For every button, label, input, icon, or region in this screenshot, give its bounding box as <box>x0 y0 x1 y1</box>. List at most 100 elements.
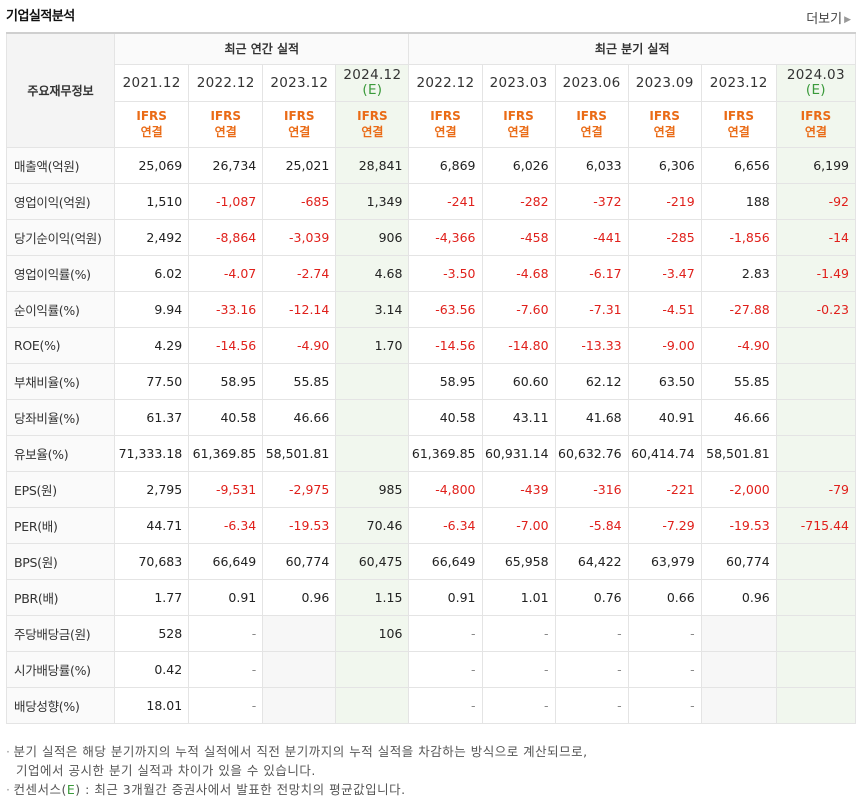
ifrs-label: IFRS <box>284 109 315 123</box>
table-cell: -2,000 <box>700 470 777 508</box>
table-cell: -715.44 <box>775 506 857 544</box>
consolidated-label: 연결 <box>804 125 827 139</box>
table-cell: - <box>627 686 702 724</box>
table-row: 부채비율(%) 77.50 58.95 55.85 58.95 60.60 62.12 63.… <box>5 362 857 400</box>
accounting-standard: IFRS 연결 <box>114 100 190 148</box>
table-cell: - <box>481 650 556 688</box>
table-cell: 55.85 <box>700 362 777 400</box>
table-cell: 60,475 <box>335 542 410 580</box>
table-cell: -4.90 <box>700 326 777 364</box>
table-cell: 25,069 <box>114 146 190 184</box>
table-cell: 0.91 <box>188 578 264 616</box>
table-cell: 71,333.18 <box>114 434 190 472</box>
table-cell: -19.53 <box>700 506 777 544</box>
table-cell: 62.12 <box>554 362 629 400</box>
table-row: 주당배당금(원) 528-106- - - - <box>5 614 857 652</box>
table-cell: - <box>481 686 556 724</box>
table-cell: -6.34 <box>188 506 264 544</box>
table-cell: 0.76 <box>554 578 629 616</box>
table-cell: -4,366 <box>408 218 483 256</box>
table-cell: 55.85 <box>262 362 337 400</box>
table-cell: 2,795 <box>114 470 190 508</box>
table-cell: -7.60 <box>481 290 556 328</box>
ifrs-label: IFRS <box>430 109 461 123</box>
table-cell: 6.02 <box>114 254 190 292</box>
table-cell: -441 <box>554 218 629 256</box>
table-cell <box>335 398 410 436</box>
period-header: 2023.06 <box>554 63 629 102</box>
table-cell: 60,414.74 <box>627 434 702 472</box>
table-cell: -1.49 <box>775 254 857 292</box>
footnote-2: · 컨센서스(E) : 최근 3개월간 증권사에서 발표한 전망치의 평균값입니다… <box>6 782 406 797</box>
table-cell: - <box>188 686 264 724</box>
table-row: 유보율(%) 71,333.18 61,369.85 58,501.81 61,369.… <box>5 434 857 472</box>
footnote-1-line1: 분기 실적은 해당 분기까지의 누적 실적에서 직전 분기까지의 누적 실적을 … <box>13 744 588 759</box>
table-cell <box>335 362 410 400</box>
table-cell: -4.51 <box>627 290 702 328</box>
period-header: 2022.12 <box>188 63 264 102</box>
table-cell: -8,864 <box>188 218 264 256</box>
table-cell: 58,501.81 <box>262 434 337 472</box>
table-row: PER(배) 44.71 -6.34 -19.53 70.46 -6.34 -7.00 -5.… <box>5 506 857 544</box>
label-column-header: 주요재무정보 <box>5 32 116 148</box>
table-cell: 4.68 <box>335 254 410 292</box>
row-label: 유보율(%) <box>5 434 116 472</box>
table-cell: 60,931.14 <box>481 434 556 472</box>
row-label: 당좌비율(%) <box>5 398 116 436</box>
table-cell: -372 <box>554 182 629 220</box>
ifrs-label: IFRS <box>357 109 388 123</box>
financial-table: 주요재무정보 최근 연간 실적 최근 분기 실적 2021.12 2022.12 2023… <box>5 32 857 724</box>
table-row: 배당성향(%) 18.01- - - - - <box>5 686 857 724</box>
table-cell: -1,856 <box>700 218 777 256</box>
table-cell: -33.16 <box>188 290 264 328</box>
table-cell <box>775 578 857 616</box>
table-cell: -219 <box>627 182 702 220</box>
table-cell: -4.68 <box>481 254 556 292</box>
table-cell: -5.84 <box>554 506 629 544</box>
table-cell: -3,039 <box>262 218 337 256</box>
table-cell: -12.14 <box>262 290 337 328</box>
table-cell: 60,774 <box>700 542 777 580</box>
table-cell: 61,369.85 <box>408 434 483 472</box>
table-cell: -14.56 <box>188 326 264 364</box>
table-cell: 2,492 <box>114 218 190 256</box>
table-cell: 66,649 <box>188 542 264 580</box>
table-cell <box>775 650 857 688</box>
accounting-standard: IFRS 연결 <box>188 100 264 148</box>
table-cell: 64,422 <box>554 542 629 580</box>
row-label: 부채비율(%) <box>5 362 116 400</box>
table-cell: -7.31 <box>554 290 629 328</box>
more-label: 더보기 <box>806 12 843 27</box>
consolidated-label: 연결 <box>653 125 676 139</box>
table-cell: 40.58 <box>188 398 264 436</box>
table-cell: - <box>627 614 702 652</box>
table-cell: -282 <box>481 182 556 220</box>
accounting-standard: IFRS 연결 <box>408 100 483 148</box>
table-cell: 0.91 <box>408 578 483 616</box>
more-link[interactable]: 더보기 ▶ <box>806 8 851 27</box>
table-cell <box>335 686 410 724</box>
table-cell: - <box>408 686 483 724</box>
table-cell: 46.66 <box>262 398 337 436</box>
table-cell <box>700 686 777 724</box>
table-cell: 63,979 <box>627 542 702 580</box>
period-header: 2022.12 <box>408 63 483 102</box>
table-cell: 0.96 <box>262 578 337 616</box>
table-cell: -92 <box>775 182 857 220</box>
table-cell <box>775 686 857 724</box>
period-header: 2023.12 <box>700 63 777 102</box>
table-cell: -316 <box>554 470 629 508</box>
row-label: 당기순이익(억원) <box>5 218 116 256</box>
table-row: 당좌비율(%) 61.37 40.58 46.66 40.58 43.11 41.68 40.… <box>5 398 857 436</box>
table-cell <box>700 614 777 652</box>
table-cell: 906 <box>335 218 410 256</box>
table-cell: 58.95 <box>408 362 483 400</box>
table-cell: -285 <box>627 218 702 256</box>
table-cell: -14.80 <box>481 326 556 364</box>
table-cell: -7.00 <box>481 506 556 544</box>
table-cell: -3.47 <box>627 254 702 292</box>
table-cell: 6,033 <box>554 146 629 184</box>
accounting-standard: IFRS 연결 <box>627 100 702 148</box>
table-cell: 61.37 <box>114 398 190 436</box>
period-header: 2024.03 (E) <box>775 63 857 102</box>
